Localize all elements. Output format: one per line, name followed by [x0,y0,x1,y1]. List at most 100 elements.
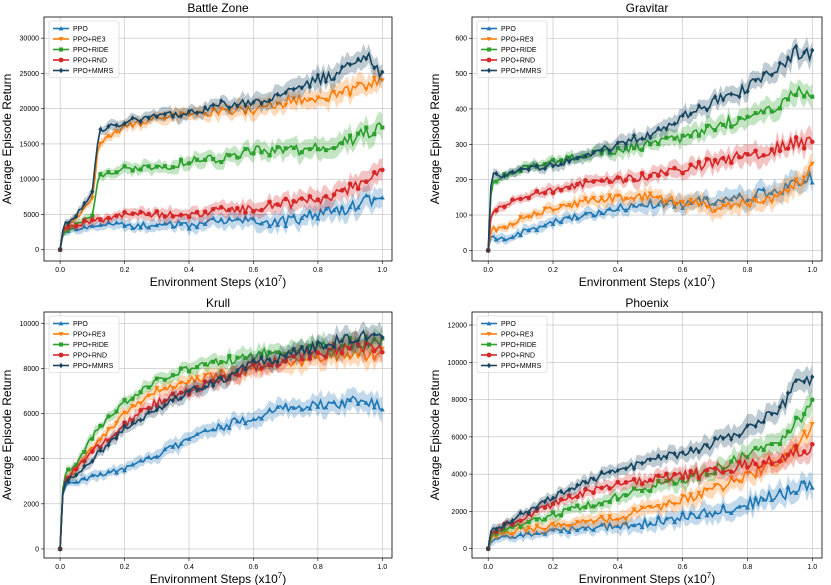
series-marker [315,197,321,202]
series-marker [655,201,661,207]
series-marker [250,416,256,422]
series-marker [202,221,208,226]
series-marker [195,365,200,370]
series-marker [347,356,353,361]
series-marker [178,113,184,119]
series-marker [753,193,759,198]
series-marker [599,147,604,154]
series-marker [267,153,272,158]
series-marker [82,449,87,455]
series-marker [526,227,532,233]
series-marker [647,520,653,525]
series-marker [696,203,702,209]
series-marker [114,409,119,414]
series-marker [640,135,645,142]
series-marker [186,369,192,374]
legend-label: PPO+RND [73,353,107,360]
legend-label: PPO+MMRS [501,68,542,75]
y-tick-label: 5000 [23,212,39,219]
series-marker [663,515,669,521]
series-marker [219,360,224,365]
series-marker [178,157,183,162]
series-marker [769,147,775,152]
series-marker [526,166,531,173]
series-marker [355,186,361,192]
series-marker [761,152,767,158]
series-marker [639,197,645,203]
series-marker [291,354,297,359]
legend-box [48,315,120,373]
series-marker [574,494,580,500]
series-marker [299,100,305,106]
x-axis-label: Environment Steps (x107) [579,571,716,585]
series-marker [615,523,621,528]
series-marker [793,490,799,495]
series-marker [558,219,564,225]
series-marker [688,445,693,452]
series-marker [275,202,280,207]
series-marker [728,197,734,202]
x-tick-label: 0.0 [55,564,65,571]
series-marker [607,514,613,519]
series-marker [291,346,296,352]
series-marker [251,209,256,214]
series-marker [712,209,718,214]
series-marker [688,111,693,117]
series-marker [680,170,685,176]
series-marker [769,109,774,114]
legend-label: PPO [73,321,88,328]
series-marker [745,422,750,429]
series-marker [98,126,103,133]
series-marker [494,526,499,532]
series-marker [550,208,556,214]
series-marker [234,216,240,221]
series-marker [259,207,264,213]
series-marker [785,452,791,458]
series-marker [559,161,564,167]
series-marker [566,529,572,534]
series-marker [267,362,272,368]
series-marker [227,153,232,158]
series-marker [704,512,710,518]
series-marker [502,204,507,210]
series-marker [712,435,718,442]
series-marker [526,510,531,516]
series-marker [591,213,596,218]
series-group [57,320,385,552]
series-marker [574,215,580,221]
series-marker [210,215,216,221]
series-marker [283,358,289,364]
series-marker [785,484,791,489]
series-marker [106,442,111,448]
series-marker [339,350,345,356]
plot-frame [43,16,393,262]
series-marker [331,207,337,213]
series-marker [283,146,288,151]
series-marker [785,54,791,61]
series-marker [234,418,240,424]
series-marker [793,443,799,449]
series-marker [680,205,686,210]
series-marker [615,193,621,199]
series-marker [493,237,499,242]
series-marker [737,93,742,100]
series-marker [810,397,815,402]
series-marker [672,121,677,127]
series-marker [356,56,361,62]
series-marker [615,497,620,502]
legend-label: PPO+RE3 [73,37,106,44]
series-marker [566,185,572,191]
series-marker [195,157,200,162]
series-marker [501,225,507,230]
series-marker [672,519,678,525]
series-marker [810,94,815,99]
series-marker [130,211,135,217]
series-marker [696,159,702,165]
series-marker [591,490,596,496]
series-marker [688,162,694,168]
series-marker [542,528,548,533]
series-marker [534,188,540,194]
series-band-ppo-rnd [60,330,383,549]
